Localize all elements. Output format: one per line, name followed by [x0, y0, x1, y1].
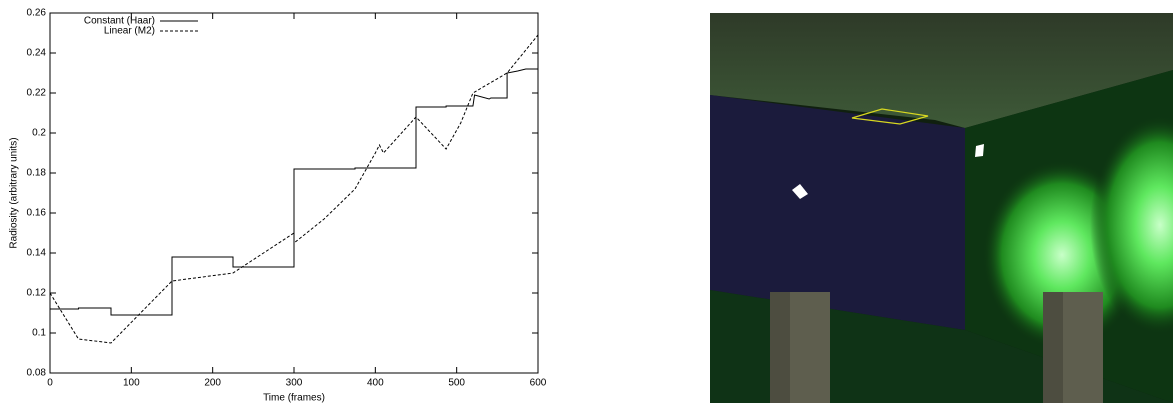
x-axis-label: Time (frames): [263, 393, 325, 403]
y-tick-label: 0.1: [32, 328, 46, 339]
y-axis-label: Radiosity (arbitrary units): [9, 137, 20, 248]
x-tick-label: 300: [286, 378, 303, 389]
y-tick-label: 0.14: [27, 248, 47, 259]
x-tick-label: 600: [530, 378, 547, 389]
y-tick-label: 0.16: [27, 208, 47, 219]
series-line: [49, 34, 539, 344]
x-tick-label: 200: [204, 378, 221, 389]
y-tick-label: 0.24: [27, 48, 47, 59]
x-tick-label: 100: [123, 378, 140, 389]
x-tick-label: 400: [367, 378, 384, 389]
legend-label: Linear (M2): [104, 26, 155, 37]
legend-label: Constant (Haar): [84, 16, 155, 27]
y-tick-label: 0.08: [27, 368, 47, 379]
series-line: [50, 68, 538, 316]
y-tick-label: 0.2: [32, 128, 46, 139]
y-tick-label: 0.26: [27, 8, 47, 19]
x-tick-label: 500: [448, 378, 465, 389]
y-tick-label: 0.22: [27, 88, 47, 99]
y-tick-label: 0.18: [27, 168, 47, 179]
render-image: [710, 13, 1173, 403]
y-tick-label: 0.12: [27, 288, 47, 299]
x-tick-label: 0: [47, 378, 53, 389]
